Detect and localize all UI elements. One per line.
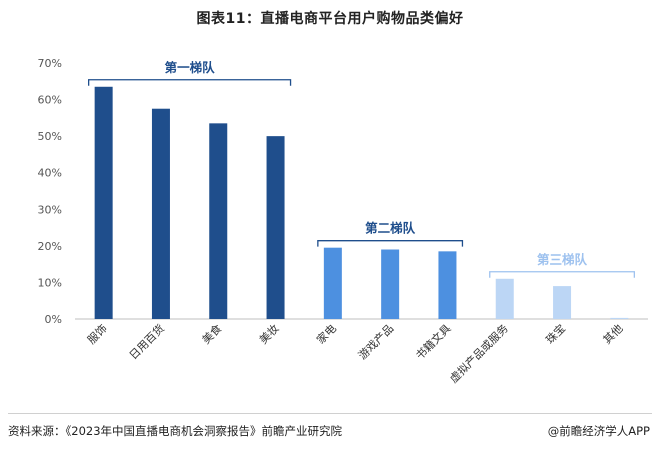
x-tick-label: 美食 <box>199 321 224 346</box>
x-tick-label: 美妆 <box>257 322 282 347</box>
tier-bracket <box>317 240 464 247</box>
bar <box>495 278 514 319</box>
y-tick-label: 40% <box>38 167 62 180</box>
bar <box>553 286 572 319</box>
chart-title: 图表11：直播电商平台用户购物品类偏好 <box>196 11 464 27</box>
credit-note: @前瞻经济学人APP <box>547 424 650 438</box>
bar <box>151 108 170 319</box>
tier-label: 第二梯队 <box>365 221 416 236</box>
x-tick-label: 书籍文具 <box>413 321 454 362</box>
bar <box>610 317 629 319</box>
source-note: 资料来源：《2023年中国直播电商机会洞察报告》前瞻产业研究院 <box>8 424 343 438</box>
tier-bracket <box>88 79 292 86</box>
y-tick-label: 20% <box>38 240 62 253</box>
x-tick-label: 日用百货 <box>126 321 167 362</box>
tier-bracket <box>489 271 635 278</box>
y-tick-label: 0% <box>45 313 62 326</box>
bar <box>266 136 285 319</box>
y-tick-label: 10% <box>38 276 62 289</box>
bar <box>381 249 400 319</box>
x-tick-label: 珠宝 <box>543 321 568 346</box>
x-tick-label: 服饰 <box>84 321 109 346</box>
y-tick-label: 60% <box>38 94 62 107</box>
bar <box>323 247 342 319</box>
x-tick-label: 游戏产品 <box>355 321 396 362</box>
y-tick-label: 70% <box>38 57 62 70</box>
tier-label: 第一梯队 <box>165 60 216 75</box>
x-tick-label: 家电 <box>314 321 339 346</box>
tick-labels-layer: 0% 10% 20% 30% 40% 50% 60% 70% 服饰 日用百货 美食 美妆 家电 游戏产品书… <box>38 57 626 386</box>
x-tick-label: 虚拟产品或服务 <box>447 321 511 385</box>
bar <box>94 86 113 320</box>
tier-label: 第三梯队 <box>537 252 588 267</box>
bar <box>209 123 228 319</box>
bars-layer <box>94 86 629 320</box>
y-tick-label: 50% <box>38 130 62 143</box>
footer-divider <box>8 413 652 414</box>
y-tick-label: 30% <box>38 203 62 216</box>
bar <box>438 251 457 319</box>
x-tick-label: 其他 <box>601 322 626 347</box>
